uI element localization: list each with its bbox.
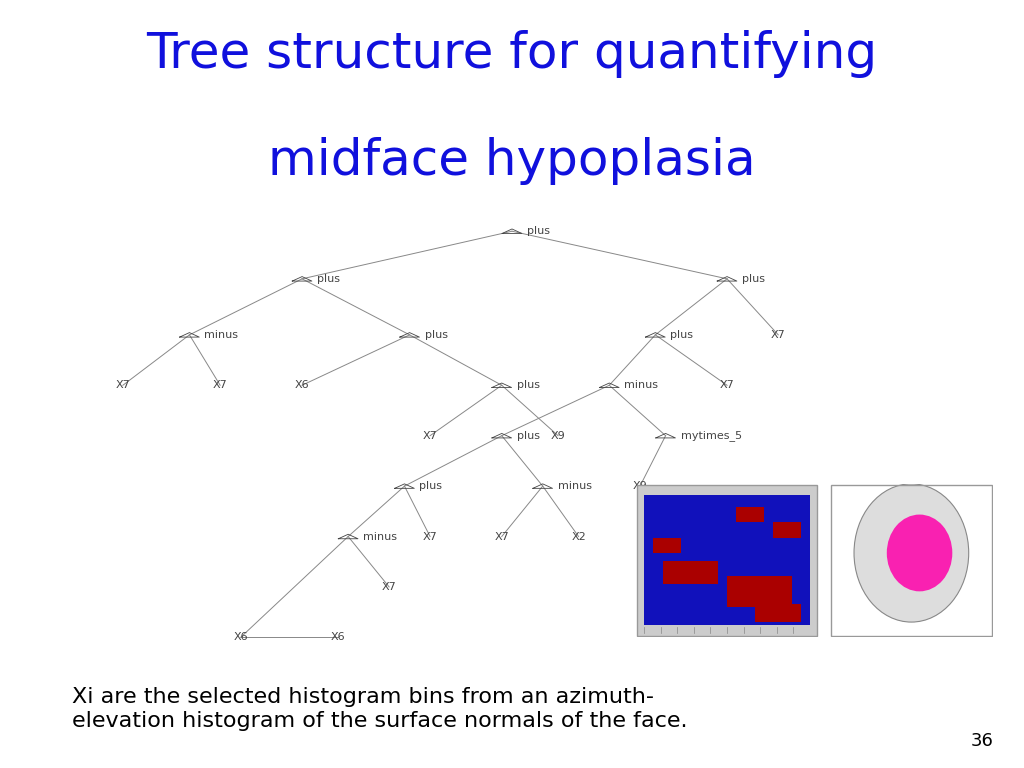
- Text: X6: X6: [295, 380, 309, 390]
- Text: plus: plus: [517, 380, 540, 390]
- Text: minus: minus: [364, 531, 397, 541]
- Text: X7: X7: [382, 582, 396, 592]
- Text: X7: X7: [771, 329, 785, 340]
- Text: plus: plus: [527, 227, 550, 237]
- Text: X6: X6: [331, 632, 345, 642]
- Text: X2: X2: [571, 531, 586, 541]
- Text: plus: plus: [425, 329, 447, 340]
- Text: minus: minus: [205, 329, 239, 340]
- Text: minus: minus: [558, 481, 592, 491]
- FancyBboxPatch shape: [727, 576, 792, 607]
- Text: Tree structure for quantifying: Tree structure for quantifying: [146, 30, 878, 78]
- Text: X7: X7: [213, 380, 227, 390]
- Text: mytimes_5: mytimes_5: [681, 430, 741, 441]
- Text: minus: minus: [625, 380, 658, 390]
- Text: X7: X7: [423, 431, 437, 441]
- Text: X9: X9: [633, 481, 647, 491]
- Text: plus: plus: [742, 274, 765, 284]
- Text: plus: plus: [420, 481, 442, 491]
- Text: midface hypoplasia: midface hypoplasia: [268, 137, 756, 185]
- FancyBboxPatch shape: [637, 485, 817, 636]
- Text: plus: plus: [517, 431, 540, 441]
- Text: X9: X9: [551, 431, 565, 441]
- Text: X7: X7: [116, 380, 130, 390]
- Text: X7: X7: [720, 380, 734, 390]
- FancyBboxPatch shape: [755, 604, 801, 622]
- Ellipse shape: [854, 484, 969, 622]
- Text: Xi are the selected histogram bins from an azimuth-
elevation histogram of the s: Xi are the selected histogram bins from …: [72, 687, 687, 730]
- Text: plus: plus: [317, 274, 340, 284]
- Text: 36: 36: [971, 732, 993, 750]
- FancyBboxPatch shape: [736, 507, 764, 522]
- Ellipse shape: [887, 515, 952, 591]
- FancyBboxPatch shape: [773, 522, 801, 538]
- FancyBboxPatch shape: [644, 495, 810, 625]
- FancyBboxPatch shape: [663, 561, 718, 584]
- Text: plus: plus: [671, 329, 693, 340]
- FancyBboxPatch shape: [653, 538, 681, 553]
- Text: X6: X6: [233, 632, 248, 642]
- Text: X7: X7: [423, 531, 437, 541]
- Text: X7: X7: [495, 531, 509, 541]
